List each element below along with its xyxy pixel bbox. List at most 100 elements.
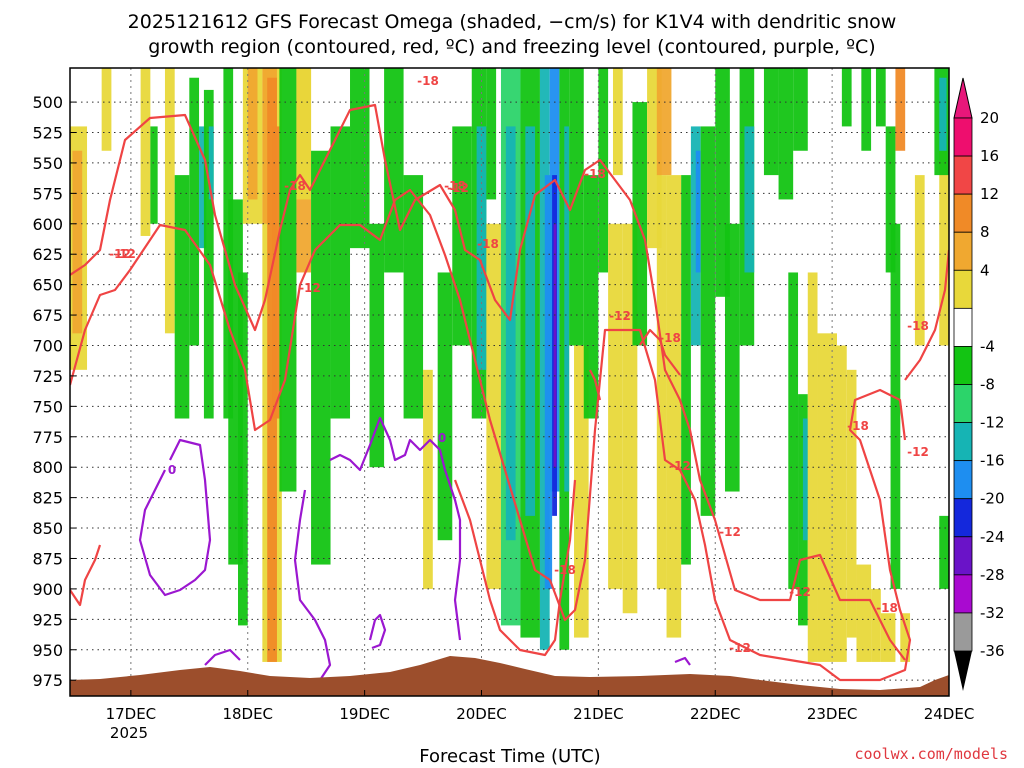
omega-band <box>311 150 331 565</box>
x-tick-label: 20DEC <box>456 705 507 723</box>
freezing-contour-label: 0 <box>168 463 176 477</box>
colorbar-bottom-arrow <box>954 651 972 691</box>
dgz-contour-label: -18 <box>847 419 869 433</box>
omega-band <box>612 68 623 176</box>
dgz-contour-label: -12 <box>719 525 741 539</box>
colorbar-swatch <box>953 231 973 271</box>
colorbar-swatch <box>953 460 973 500</box>
colorbar-tick-label: -20 <box>980 490 1005 508</box>
y-tick-label: 900 <box>32 580 63 599</box>
omega-band <box>856 564 872 662</box>
dgz-contour-line <box>639 328 681 376</box>
omega-band <box>846 369 857 638</box>
omega-band <box>189 77 200 346</box>
colorbar-swatch <box>953 612 973 652</box>
y-tick-label: 625 <box>32 245 63 264</box>
colorbar-swatch <box>953 346 973 385</box>
dgz-contour-line <box>904 249 949 381</box>
dgz-contour-label: -12 <box>907 445 929 459</box>
dgz-contour-line <box>70 544 102 607</box>
omega-band <box>247 68 258 200</box>
colorbar-top-arrow <box>953 77 973 119</box>
colorbar-tick-label: 4 <box>980 261 990 279</box>
omega-band <box>238 272 248 626</box>
colorbar-swatch <box>953 384 973 423</box>
omega-band <box>788 272 799 589</box>
colorbar-swatch <box>953 117 973 157</box>
colorbar-swatch <box>953 422 973 462</box>
omega-band <box>72 150 83 334</box>
y-tick-label: 525 <box>32 124 63 143</box>
y-tick-label: 575 <box>32 184 63 203</box>
y-tick-label: 600 <box>32 215 63 234</box>
dgz-contour-label: -12 <box>789 585 811 599</box>
omega-band <box>350 68 370 249</box>
colorbar-swatch <box>953 193 973 233</box>
colorbar-swatch <box>953 155 973 195</box>
dgz-contour-label: -18 <box>554 563 576 577</box>
omega-band <box>744 126 755 273</box>
dgz-contour-label: -12 <box>447 181 469 195</box>
x-tick-label: 21DEC <box>573 705 624 723</box>
dgz-contour-label: -12 <box>299 281 321 295</box>
omega-band <box>174 175 190 419</box>
terrain-fill <box>70 656 949 696</box>
freezing-contour-line <box>368 613 387 650</box>
y-axis-ticks: 500 525 550 575 600 625 650 675 700 725 750 775 800 8… <box>32 93 76 690</box>
omega-band <box>895 68 906 151</box>
dgz-contour-label: -18 <box>284 179 306 193</box>
colorbar-tick-label: -12 <box>980 414 1005 432</box>
omega-band <box>423 369 433 589</box>
omega-band <box>569 68 584 346</box>
omega-band <box>793 68 808 151</box>
freezing-contour-line <box>204 648 241 666</box>
freezing-contours: 00 <box>138 416 691 681</box>
x-tick-label: 19DEC <box>339 705 390 723</box>
x-tick-label: 23DEC <box>807 705 858 723</box>
y-tick-label: 850 <box>32 519 63 538</box>
omega-band <box>486 68 497 200</box>
colorbar-tick-label: -16 <box>980 452 1005 470</box>
omega-band <box>505 126 516 541</box>
y-tick-label: 550 <box>32 154 63 173</box>
omega-band <box>871 588 881 662</box>
colorbar-swatch <box>953 574 973 614</box>
omega-band <box>272 126 280 419</box>
dgz-contour-label: -18 <box>444 179 466 193</box>
x-tick-label: 17DEC <box>106 705 157 723</box>
omega-band <box>544 175 553 589</box>
credit-text: coolwx.com/models <box>854 745 1008 763</box>
dgz-contour-line <box>70 103 906 661</box>
omega-band <box>164 68 175 334</box>
colorbar-tick-label: -4 <box>980 337 995 355</box>
omega-band <box>763 68 779 176</box>
omega-band <box>802 418 808 541</box>
colorbar-tick-label: -8 <box>980 376 995 394</box>
omega-band <box>656 175 667 589</box>
y-tick-label: 675 <box>32 306 63 325</box>
chart-title-line-2: growth region (contoured, red, ºC) and f… <box>148 36 875 58</box>
omega-band <box>150 126 158 224</box>
omega-band <box>861 68 872 151</box>
colorbar-tick-label: -36 <box>980 642 1005 660</box>
omega-band <box>841 68 852 127</box>
colorbar-tick-label: 16 <box>980 147 999 165</box>
y-tick-label: 950 <box>32 641 63 660</box>
y-tick-label: 800 <box>32 458 63 477</box>
x-tick-year: 2025 <box>110 724 148 742</box>
y-tick-label: 925 <box>32 610 63 629</box>
dgz-contour-label: -12 <box>609 309 631 323</box>
dgz-contour-label: -12 <box>669 459 691 473</box>
y-tick-label: 500 <box>32 93 63 112</box>
omega-band <box>817 333 837 662</box>
omega-band <box>330 126 351 419</box>
freezing-contour-line <box>329 416 462 641</box>
y-tick-label: 700 <box>32 336 63 355</box>
plot-frame <box>69 67 950 697</box>
omega-band <box>700 126 716 516</box>
omega-band <box>279 68 297 492</box>
omega-band <box>296 68 312 200</box>
omega-band <box>900 613 911 662</box>
colorbar-tick-label: 20 <box>980 109 999 127</box>
omega-band <box>666 175 682 638</box>
